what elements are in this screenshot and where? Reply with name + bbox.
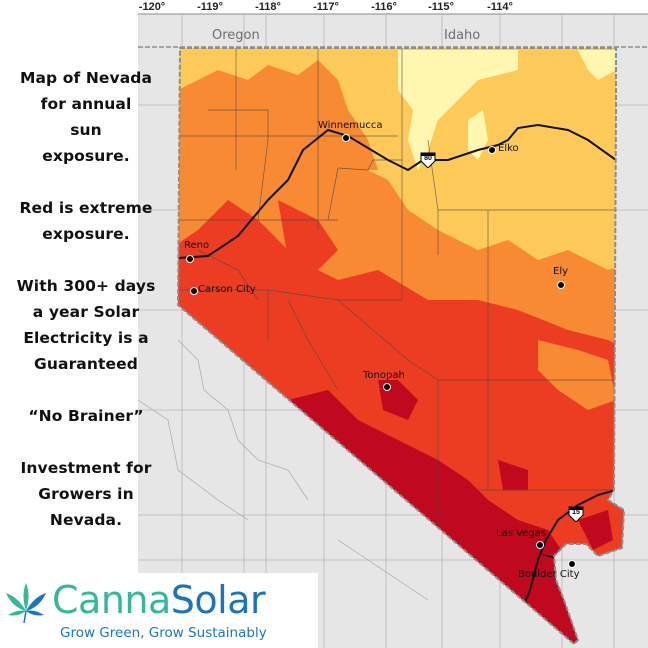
brand-solar: Solar bbox=[170, 578, 266, 622]
city-label-winnemucca: Winnemucca bbox=[318, 120, 383, 131]
city-marker-icon bbox=[568, 560, 576, 568]
caption-line: exposure. bbox=[42, 147, 130, 165]
longitude-tick: -119° bbox=[197, 1, 223, 13]
caption-line: Nevada. bbox=[49, 511, 123, 529]
brand-canna: Canna bbox=[52, 578, 171, 622]
city-label-carson-city: Carson City bbox=[198, 284, 256, 295]
state-label-oregon: Oregon bbox=[212, 28, 260, 43]
cannasolar-logo: CannaSolar Grow Green, Grow Sustainably bbox=[0, 573, 318, 648]
city-label-reno: Reno bbox=[184, 240, 210, 251]
city-label-las-vegas: Las Vegas bbox=[496, 528, 546, 539]
interstate-shield-icon: 15 bbox=[568, 506, 584, 522]
city-label-boulder-city: Boulder City bbox=[518, 569, 580, 580]
city-label-tonopah: Tonopah bbox=[363, 370, 405, 381]
caption-line: Investment for bbox=[20, 459, 152, 477]
city-marker-icon bbox=[536, 541, 544, 549]
cannabis-leaf-icon bbox=[6, 583, 46, 624]
interstate-shield-icon: 80 bbox=[420, 152, 436, 168]
caption-line: Map of Nevada bbox=[19, 69, 153, 87]
longitude-tick: -117° bbox=[313, 1, 339, 13]
caption-line: With 300+ days bbox=[16, 277, 156, 295]
city-marker-icon bbox=[383, 383, 391, 391]
caption-line: for annual bbox=[40, 95, 132, 113]
city-marker-icon bbox=[342, 134, 350, 142]
map-graphic bbox=[138, 0, 648, 648]
city-label-ely: Ely bbox=[553, 266, 569, 277]
caption-text: Map of Nevada for annual sun exposure. R… bbox=[0, 65, 172, 559]
city-label-elko: Elko bbox=[498, 143, 519, 154]
longitude-tick: -118° bbox=[255, 1, 281, 13]
city-marker-icon bbox=[488, 146, 496, 154]
state-label-idaho: Idaho bbox=[444, 28, 481, 43]
caption-line: sun bbox=[70, 121, 102, 139]
nevada-sun-map: -120° -119° -118° -117° -116° -115° -114… bbox=[138, 0, 648, 648]
brand-tagline: Grow Green, Grow Sustainably bbox=[60, 625, 267, 641]
caption-line: Red is extreme bbox=[19, 199, 153, 217]
interstate-15-label: 15 bbox=[572, 509, 580, 516]
longitude-tick: -115° bbox=[428, 1, 454, 13]
city-marker-icon bbox=[557, 281, 565, 289]
brand-name: CannaSolar bbox=[52, 575, 266, 625]
longitude-tick: -114° bbox=[487, 1, 513, 13]
caption-line: Electricity is a bbox=[23, 329, 149, 347]
longitude-tick: -116° bbox=[371, 1, 397, 13]
city-marker-icon bbox=[190, 287, 198, 295]
caption-line: Guaranteed bbox=[34, 355, 138, 373]
city-marker-icon bbox=[186, 255, 194, 263]
interstate-80-label: 80 bbox=[424, 155, 432, 162]
caption-line: a year Solar bbox=[32, 303, 140, 321]
caption-line: Growers in bbox=[38, 485, 134, 503]
caption-line: exposure. bbox=[42, 225, 130, 243]
longitude-tick: -120° bbox=[138, 1, 166, 13]
caption-line: “No Brainer” bbox=[28, 407, 144, 425]
